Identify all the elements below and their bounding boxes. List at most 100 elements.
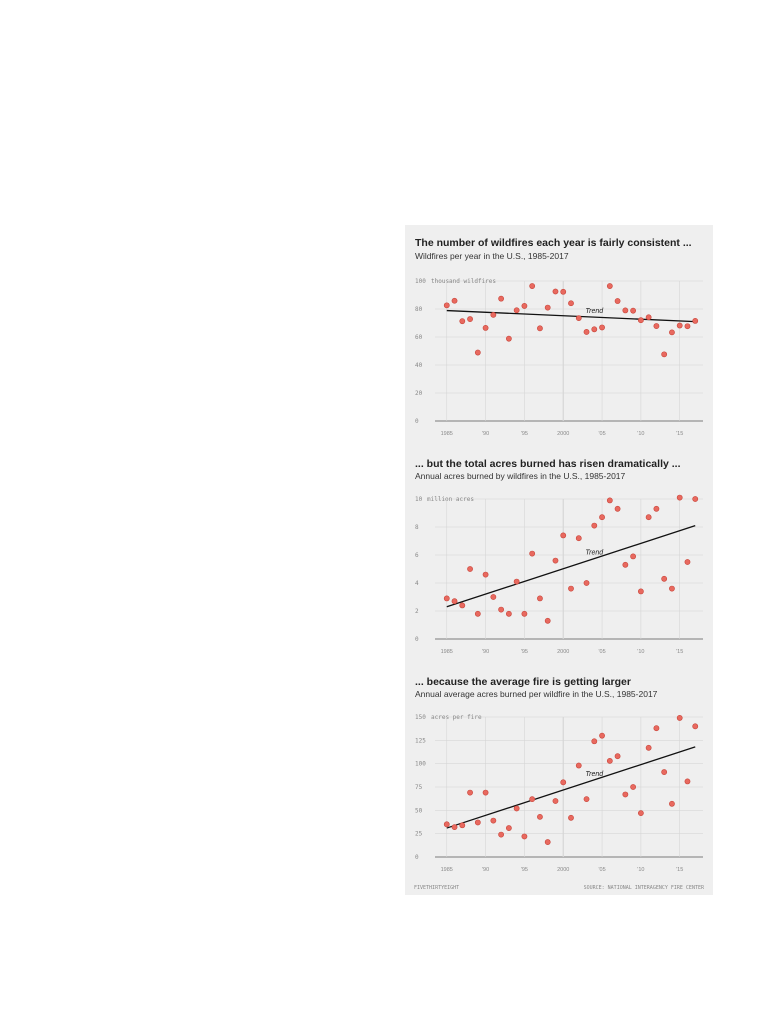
data-point — [669, 329, 675, 336]
data-point — [692, 723, 699, 730]
data-point — [544, 839, 551, 845]
y-tick-label: 100 — [415, 761, 426, 768]
x-tick-label: 2000 — [557, 649, 569, 655]
data-point — [490, 594, 497, 600]
data-point — [575, 762, 582, 769]
data-point — [669, 800, 675, 807]
data-point — [443, 302, 450, 309]
data-point — [537, 325, 543, 332]
data-point — [568, 300, 574, 307]
data-point — [544, 617, 551, 624]
data-point — [692, 496, 699, 502]
data-point — [645, 314, 652, 321]
x-tick-label: '95 — [521, 431, 528, 437]
y-tick-label: 0 — [415, 636, 419, 643]
data-point — [482, 789, 489, 796]
footer-source: SOURCE: NATIONAL INTERAGENCY FIRE CENTER — [583, 885, 704, 891]
data-point — [614, 505, 621, 512]
x-tick-label: 2000 — [557, 867, 569, 873]
data-point — [451, 824, 458, 831]
data-point — [669, 585, 675, 592]
y-tick-label: 20 — [415, 390, 423, 397]
data-point — [467, 789, 473, 796]
acres-burned-chart: 0 2 4 6 8 10 million acres 1985 '90 '95 2000 '05 '10… — [415, 494, 703, 655]
data-point — [498, 606, 505, 613]
data-point — [661, 351, 668, 358]
wildfires-count-chart: 0 20 40 60 80 100 thousand wildfires 1985 '90 '95… — [415, 278, 703, 437]
data-point — [505, 610, 512, 617]
x-tick-label: '15 — [676, 431, 683, 437]
x-tick-label: 1985 — [441, 431, 453, 437]
data-point — [521, 303, 528, 309]
data-point — [583, 796, 590, 803]
data-point — [622, 561, 629, 568]
y-tick-label: 75 — [415, 784, 423, 791]
trend-label: Trend — [585, 550, 604, 557]
data-point — [637, 588, 644, 595]
x-tick-label: '05 — [598, 867, 605, 873]
data-point — [591, 738, 598, 745]
data-point — [459, 318, 466, 325]
data-point — [537, 595, 543, 602]
data-point — [575, 535, 582, 542]
data-point — [661, 575, 668, 582]
x-tick-label: '90 — [482, 867, 489, 873]
data-point — [505, 825, 512, 831]
data-point — [637, 317, 644, 324]
x-tick-label: '10 — [637, 431, 644, 437]
data-point — [606, 283, 613, 289]
data-point — [552, 288, 559, 295]
data-point — [513, 578, 520, 585]
data-point — [583, 580, 590, 586]
data-point — [529, 283, 536, 289]
y-tick-label: 6 — [415, 552, 419, 559]
y-tick-label: 40 — [415, 362, 423, 369]
data-point — [459, 602, 466, 609]
trend-line — [446, 309, 696, 323]
trend-label: Trend — [585, 308, 604, 315]
data-point — [653, 725, 660, 732]
data-point — [676, 715, 683, 721]
data-point — [529, 796, 536, 803]
data-point — [560, 532, 567, 539]
x-tick-label: '10 — [637, 867, 644, 873]
data-point — [599, 514, 605, 521]
data-point — [676, 322, 683, 329]
data-point — [521, 610, 528, 617]
x-tick-label: '90 — [482, 431, 489, 437]
footer-brand: FIVETHIRTYEIGHT — [414, 885, 460, 891]
data-point — [443, 821, 450, 828]
data-point — [505, 335, 512, 342]
y-tick-label: 50 — [415, 807, 423, 814]
chart-panel: The number of wildfires each year is fai… — [405, 225, 713, 895]
x-tick-label: '10 — [637, 649, 644, 655]
unit-label: thousand wildfires — [431, 278, 496, 285]
y-tick-label: 60 — [415, 334, 423, 341]
data-point — [552, 798, 559, 804]
unit-label: million acres — [427, 496, 474, 503]
x-tick-label: '95 — [521, 649, 528, 655]
data-point — [684, 559, 691, 565]
data-point — [467, 566, 473, 572]
data-point — [459, 822, 466, 829]
data-point — [591, 326, 598, 333]
data-point — [474, 349, 481, 356]
y-tick-label: 4 — [415, 580, 419, 587]
trend-line — [446, 524, 696, 608]
data-point — [498, 295, 505, 302]
data-point — [474, 610, 481, 617]
y-tick-label: 80 — [415, 306, 423, 313]
chart-2-subtitle: Annual acres burned by wildfires in the … — [415, 471, 626, 481]
data-point — [606, 757, 613, 764]
chart-1-title: The number of wildfires each year is fai… — [415, 237, 692, 249]
x-tick-label: '05 — [598, 649, 605, 655]
data-point — [529, 550, 536, 557]
data-point — [560, 779, 567, 786]
data-point — [622, 307, 629, 314]
chart-2-title: ... but the total acres burned has risen… — [415, 458, 681, 470]
data-point — [630, 307, 637, 314]
x-tick-label: '15 — [676, 867, 683, 873]
y-tick-label: 25 — [415, 831, 423, 838]
data-point — [614, 298, 621, 304]
data-point — [467, 316, 473, 322]
